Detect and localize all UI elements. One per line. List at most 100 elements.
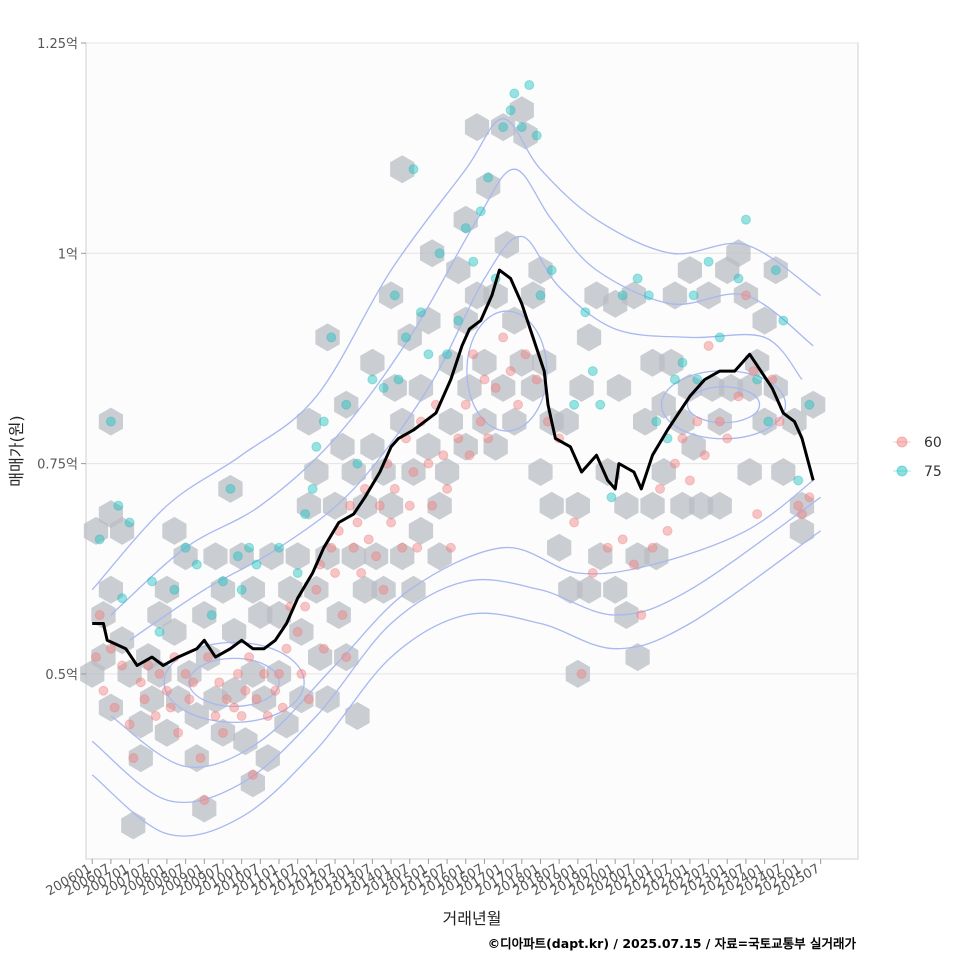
point-series-60: [617, 534, 628, 545]
point-series-60: [531, 374, 542, 385]
point-series-60: [490, 382, 501, 393]
point-series-75: [453, 315, 464, 326]
hexbin-cell: [554, 407, 579, 436]
density-contour-loop: [188, 657, 280, 707]
hexbin-cell: [110, 626, 135, 655]
hexbin-cell: [464, 113, 490, 142]
density-contour-loop: [163, 641, 305, 723]
hexbin-cell: [476, 172, 501, 200]
hexbin-cell: [502, 407, 527, 436]
point-series-60: [318, 643, 329, 654]
point-series-60: [262, 710, 273, 721]
point-series-60: [143, 660, 154, 671]
hexbin-cell: [360, 348, 385, 377]
point-series-75: [509, 88, 520, 99]
hexbin-cell: [364, 542, 389, 571]
point-series-75: [483, 172, 494, 183]
point-series-60: [423, 458, 434, 469]
hexbin-cell: [771, 458, 796, 486]
point-series-60: [352, 517, 363, 528]
y-tick-label: 1.25억: [37, 37, 78, 52]
hexbin-cell: [154, 575, 180, 604]
hexbin-cell: [416, 306, 441, 335]
point-series-60: [124, 719, 135, 730]
hexbin-cell: [464, 281, 490, 310]
point-series-60: [356, 567, 367, 578]
point-series-75: [423, 349, 434, 360]
hexbin-cell: [315, 542, 340, 571]
point-series-60: [184, 694, 195, 705]
point-series-75: [307, 483, 318, 494]
hexbin-cell: [222, 617, 247, 646]
hexbin-cell: [789, 516, 815, 545]
hexbin-cell: [315, 685, 340, 714]
point-series-75: [669, 374, 680, 385]
point-series-60: [468, 349, 479, 360]
point-series-60: [774, 416, 785, 427]
hexbin-cell: [285, 542, 310, 571]
legend: 60 75: [893, 435, 942, 480]
hexbin-cell: [513, 121, 538, 150]
point-series-60: [259, 668, 270, 679]
hexbin-cell: [162, 516, 187, 545]
point-series-60: [460, 399, 471, 410]
point-series-60: [397, 542, 408, 553]
point-series-60: [165, 702, 176, 713]
point-series-60: [203, 652, 214, 663]
point-series-60: [244, 652, 255, 663]
hexbin-cell: [633, 407, 658, 436]
point-series-75: [651, 416, 662, 427]
point-series-75: [408, 164, 419, 175]
hexbin-cell: [726, 239, 751, 268]
point-series-60: [479, 374, 490, 385]
hexbin-cell: [659, 348, 684, 377]
hexbin-cell: [789, 491, 815, 520]
hexbin-cell: [408, 373, 434, 402]
point-series-75: [643, 290, 654, 301]
point-series-60: [438, 450, 449, 461]
hexbin-cell: [98, 693, 123, 722]
hexbin-cell: [689, 491, 714, 520]
hexbin-cell: [334, 390, 359, 419]
hexbin-cell: [352, 491, 377, 520]
hexbin-cell: [651, 390, 676, 419]
hexbin-cell: [195, 643, 221, 672]
point-series-75: [300, 509, 311, 520]
hexbin-cell: [233, 727, 258, 756]
point-series-60: [569, 517, 580, 528]
scatter-points: [90, 80, 815, 806]
point-series-75: [251, 559, 262, 570]
y-tick-label: 1억: [58, 247, 78, 262]
hexbin-cell: [718, 373, 744, 402]
point-series-75: [770, 265, 781, 276]
hexbin-cell: [427, 491, 452, 520]
point-series-75: [688, 290, 699, 301]
hexbin-cell: [625, 643, 650, 672]
hexbin-cell: [737, 458, 762, 486]
hexbin-cell: [677, 256, 702, 285]
hexbin-cell: [707, 491, 732, 520]
hexbin-cell: [390, 542, 415, 571]
point-series-60: [109, 702, 120, 713]
point-series-75: [236, 584, 247, 595]
hexbin-cell: [662, 281, 688, 310]
point-series-60: [371, 551, 382, 562]
hexbin-cell: [274, 710, 299, 739]
hexbin-cell: [222, 676, 247, 705]
point-series-60: [236, 710, 247, 721]
point-series-75: [516, 122, 527, 133]
point-series-60: [404, 500, 415, 511]
hexbin-cell: [192, 601, 217, 629]
hexbin-cell: [558, 575, 583, 604]
hexbin-cell: [438, 348, 463, 377]
point-series-75: [632, 273, 643, 284]
hexbin-cell: [438, 407, 463, 436]
trend-line-layer: [92, 268, 815, 667]
hexbin-cell: [390, 407, 415, 436]
x-axis-title: 거래년월: [443, 909, 502, 928]
hexbin-cell: [177, 659, 202, 688]
point-series-60: [804, 492, 815, 503]
point-series-60: [408, 467, 419, 478]
density-contour: [110, 479, 814, 768]
